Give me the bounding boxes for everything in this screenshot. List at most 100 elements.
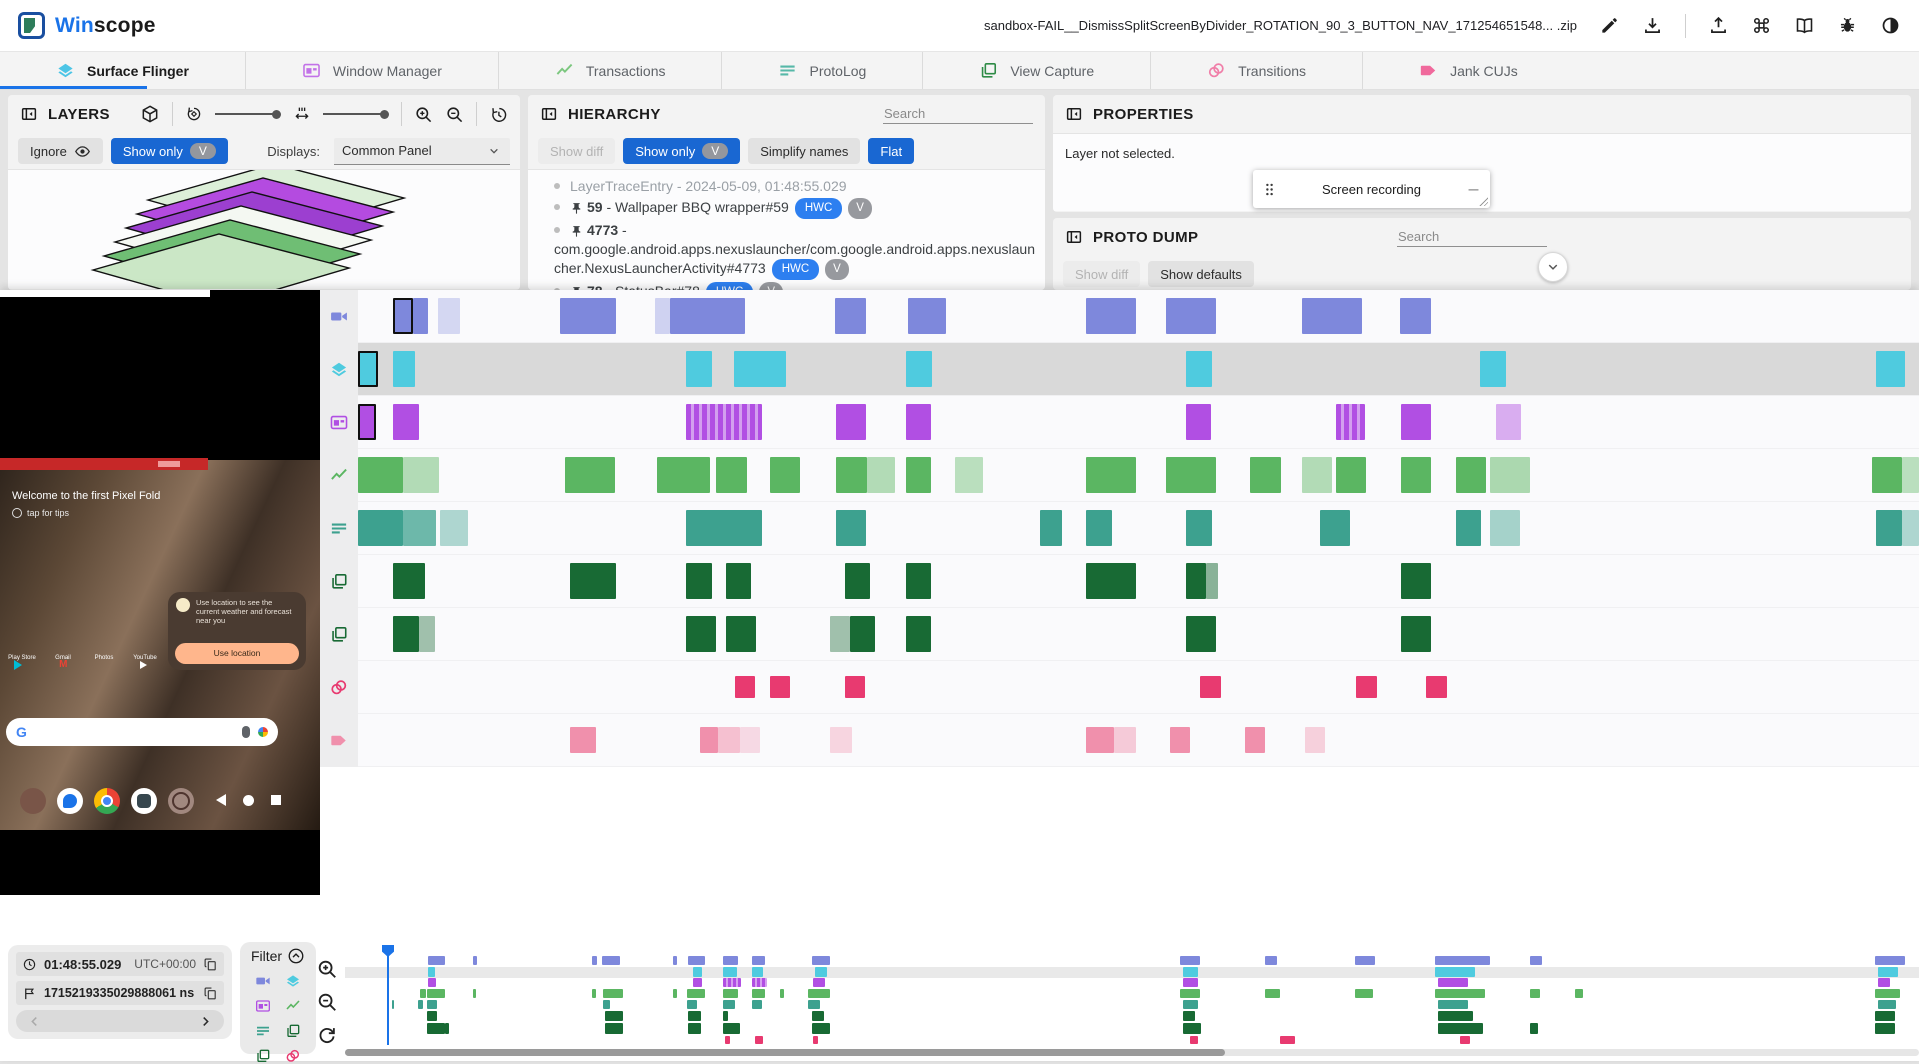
trace-entry-block[interactable] <box>867 457 895 493</box>
trace-entry-block[interactable] <box>1426 676 1447 698</box>
trace-entry-block[interactable] <box>358 351 378 387</box>
copy-icon[interactable] <box>203 986 218 1001</box>
trace-entry-block[interactable] <box>393 404 419 440</box>
trace-entry-block[interactable] <box>1086 457 1136 493</box>
trace-entry-block[interactable] <box>1245 727 1265 753</box>
trace-entry-block[interactable] <box>835 298 866 334</box>
trace-entry-block[interactable] <box>1401 404 1431 440</box>
screen-recording-filter-icon[interactable] <box>255 973 271 989</box>
trace-entry-block[interactable] <box>358 457 403 493</box>
tab-transactions[interactable]: Transactions <box>497 52 722 89</box>
show-diff-button[interactable]: Show diff <box>538 138 616 164</box>
trace-entry-block[interactable] <box>570 563 616 599</box>
tab-window-manager[interactable]: Window Manager <box>244 52 498 89</box>
trace-entry-block[interactable] <box>403 457 439 493</box>
timeline-row-surface-flinger[interactable] <box>358 343 1919 396</box>
timeline-row-view-capture-launcher[interactable] <box>358 608 1919 661</box>
trace-entry-block[interactable] <box>1166 298 1216 334</box>
phone-app-gmail[interactable]: M Gmail <box>55 655 71 670</box>
trace-entry-block[interactable] <box>393 563 425 599</box>
trace-entry-block[interactable] <box>1302 457 1332 493</box>
trace-entry-block[interactable] <box>1401 563 1431 599</box>
trace-entry-block[interactable] <box>836 510 866 546</box>
zoom-in-icon[interactable] <box>316 958 338 980</box>
trace-entry-block[interactable] <box>955 457 983 493</box>
trace-entry-block[interactable] <box>1040 510 1062 546</box>
trace-entry-block[interactable] <box>830 727 852 753</box>
panel-icon[interactable] <box>1065 228 1083 246</box>
trace-entry-block[interactable] <box>1902 510 1919 546</box>
trace-entry-block[interactable] <box>1336 457 1366 493</box>
show-only-visible-button[interactable]: Show only V <box>623 138 741 164</box>
window-manager-filter-icon[interactable] <box>255 998 271 1014</box>
trace-entry-block[interactable] <box>413 298 428 334</box>
use-location-button[interactable]: Use location <box>175 643 299 664</box>
timeline-row-view-capture-taskbar[interactable] <box>358 555 1919 608</box>
timeline-row-window-manager[interactable] <box>358 396 1919 449</box>
surface-flinger-filter-icon[interactable] <box>285 973 301 989</box>
timeline-minimap[interactable] <box>345 945 1919 1045</box>
3d-view-icon[interactable] <box>140 104 160 124</box>
protolog-filter-icon[interactable] <box>255 1023 271 1039</box>
rotation-slider[interactable] <box>215 109 281 119</box>
trace-entry-block[interactable] <box>1320 510 1350 546</box>
videocam-icon[interactable] <box>330 307 349 326</box>
squares-icon[interactable] <box>330 625 349 644</box>
trace-entry-block[interactable] <box>906 457 931 493</box>
layers-3d-view[interactable] <box>8 169 520 289</box>
trace-entry-block[interactable] <box>1086 727 1114 753</box>
trace-entry-block[interactable] <box>1496 404 1521 440</box>
trace-entry-block[interactable] <box>1186 404 1211 440</box>
tab-protolog[interactable]: ProtoLog <box>721 52 922 89</box>
trace-entry-block[interactable] <box>700 727 718 753</box>
phone-app-play-store[interactable]: Play Store <box>8 655 36 670</box>
drag-handle-icon[interactable] <box>1261 181 1278 198</box>
minimize-icon[interactable] <box>1465 181 1482 198</box>
rings-icon[interactable] <box>330 678 349 697</box>
layers-icon[interactable] <box>330 360 349 379</box>
reset-view-icon[interactable] <box>489 105 508 124</box>
trace-entry-block[interactable] <box>1166 457 1216 493</box>
trace-entry-block[interactable] <box>1400 298 1431 334</box>
view-capture-filter-icon[interactable] <box>285 1023 301 1039</box>
panel-icon[interactable] <box>540 105 558 123</box>
simplify-names-button[interactable]: Simplify names <box>748 138 861 164</box>
trace-entry-block[interactable] <box>419 616 435 652</box>
trace-entry-block[interactable] <box>1250 457 1281 493</box>
trace-entry-block[interactable] <box>906 404 931 440</box>
hierarchy-search-input[interactable] <box>883 104 1033 124</box>
pin-icon[interactable] <box>570 202 583 215</box>
trace-entry-block[interactable] <box>1876 510 1902 546</box>
trace-entry-block[interactable] <box>830 616 850 652</box>
trace-entry-block[interactable] <box>1186 616 1216 652</box>
edit-trace-name-icon[interactable] <box>1599 15 1620 36</box>
trace-entry-block[interactable] <box>906 616 931 652</box>
tab-jank-cujs[interactable]: Jank CUJs <box>1362 52 1574 89</box>
trace-entry-block[interactable] <box>740 727 760 753</box>
documentation-icon[interactable] <box>1794 15 1815 36</box>
trace-entry-block[interactable] <box>657 457 710 493</box>
trace-entry-block[interactable] <box>1356 676 1377 698</box>
download-icon[interactable] <box>1642 15 1663 36</box>
trace-entry-block[interactable] <box>726 616 756 652</box>
reset-zoom-icon[interactable] <box>316 1024 338 1046</box>
trace-entry-block[interactable] <box>1876 351 1905 387</box>
trace-entry-block[interactable] <box>1206 563 1218 599</box>
phone-app-photos[interactable]: Photos <box>90 655 118 661</box>
pin-icon[interactable] <box>570 286 583 290</box>
view-capture-2-filter-icon[interactable] <box>255 1048 271 1064</box>
trace-entry-block[interactable] <box>1186 510 1212 546</box>
timeline-row-screen-recording[interactable] <box>358 290 1919 343</box>
trace-entry-block[interactable] <box>1305 727 1325 753</box>
timeline-row-transitions[interactable] <box>358 661 1919 714</box>
trace-entry-block[interactable] <box>438 298 460 334</box>
phone-search-bar[interactable]: G <box>6 718 278 746</box>
trace-entry-block[interactable] <box>836 457 867 493</box>
upload-icon[interactable] <box>1708 15 1729 36</box>
shortcuts-icon[interactable] <box>1751 15 1772 36</box>
trace-entry-block[interactable] <box>1455 457 1486 493</box>
ignore-button[interactable]: Ignore <box>18 138 103 164</box>
trace-entry-block[interactable] <box>850 616 875 652</box>
trace-entry-block[interactable] <box>734 351 786 387</box>
trace-entry-block[interactable] <box>845 676 865 698</box>
